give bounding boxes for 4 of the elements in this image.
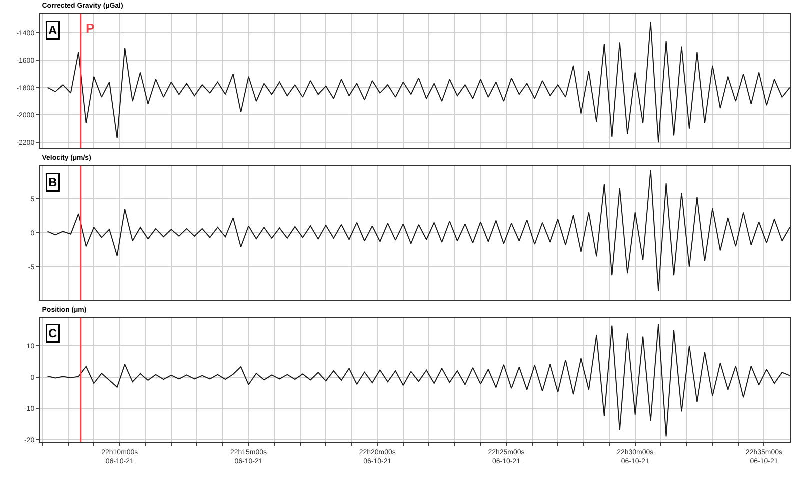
- ref-line-label: P: [86, 21, 95, 36]
- annotation: C: [48, 326, 58, 340]
- annotation: B: [48, 176, 58, 190]
- annotation: A: [48, 24, 58, 38]
